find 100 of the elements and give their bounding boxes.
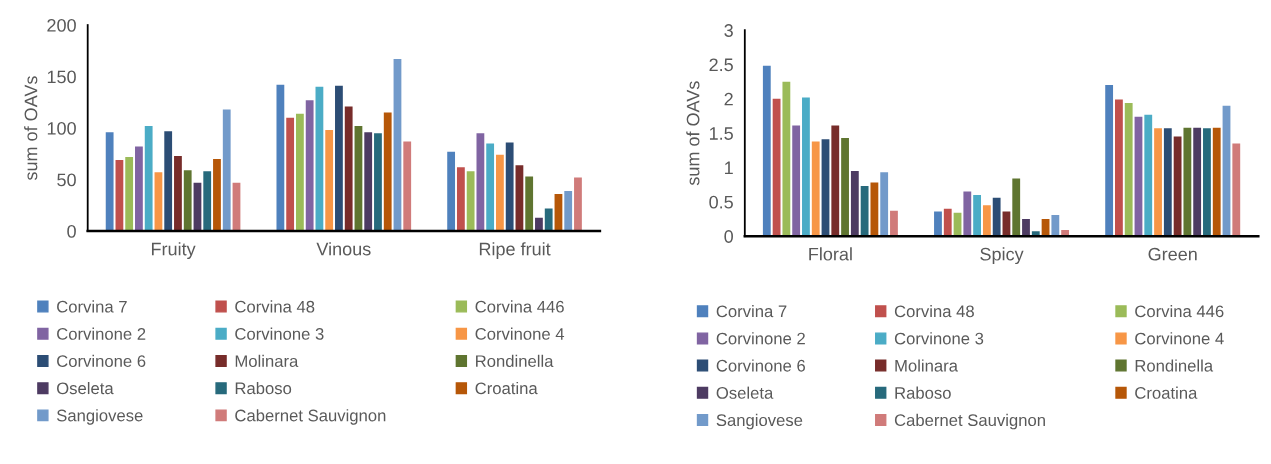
bar — [105, 132, 114, 232]
bar — [1193, 127, 1202, 237]
bar — [164, 131, 173, 232]
legend-label: Corvinone 3 — [235, 327, 324, 340]
bar — [286, 117, 295, 232]
x-tick-label: Spicy — [980, 247, 1024, 265]
bar — [213, 158, 221, 232]
bar — [880, 172, 889, 237]
bar — [934, 211, 942, 237]
bar — [574, 177, 582, 232]
bar — [403, 141, 412, 232]
x-tick-label: Green — [1148, 247, 1197, 261]
bar — [466, 171, 475, 232]
bar — [144, 126, 153, 232]
bar — [1183, 127, 1192, 237]
y-tick-label: 200 — [47, 18, 76, 32]
bar — [870, 182, 879, 237]
bar — [1154, 128, 1162, 237]
bar — [1212, 127, 1221, 237]
bar — [325, 130, 334, 232]
legend-label: Corvina 48 — [235, 300, 315, 313]
y-tick-label: 2 — [724, 92, 733, 106]
bar — [792, 125, 801, 237]
bar — [762, 65, 771, 237]
bar — [992, 197, 1001, 237]
bar — [1022, 219, 1030, 237]
bar — [890, 210, 898, 237]
bar — [374, 133, 382, 232]
bar — [447, 151, 456, 232]
bar — [296, 113, 304, 232]
x-tick-label: Fruity — [151, 242, 196, 260]
bar — [943, 208, 952, 237]
bar — [1163, 128, 1172, 237]
bar — [335, 85, 343, 232]
bar — [525, 176, 534, 232]
y-tick-label: 0 — [724, 230, 733, 243]
legend-label: Molinara — [895, 359, 958, 372]
bar — [564, 190, 573, 232]
y-tick-label: 150 — [47, 70, 76, 84]
bar — [772, 98, 781, 237]
legend-label: Corvina 446 — [475, 300, 564, 313]
x-tick-label: Vinous — [316, 242, 371, 256]
bar — [850, 170, 859, 237]
legend-label: Corvinone 2 — [57, 327, 146, 340]
bar — [125, 156, 134, 232]
legend-label: Oseleta — [57, 381, 114, 395]
bar — [860, 186, 869, 237]
bar — [383, 112, 392, 232]
bar — [364, 132, 373, 232]
legend-label: Corvina 7 — [57, 300, 127, 313]
legend-label: Molinara — [235, 354, 299, 368]
y-axis-title: sum of OAVs — [686, 81, 700, 186]
legend-label: Oseleta — [716, 386, 774, 399]
bar — [505, 142, 514, 232]
legend-label: Croatina — [1135, 386, 1198, 399]
legend-label: Rondinella — [1135, 359, 1214, 372]
bar — [544, 208, 553, 232]
legend-label: Corvina 7 — [716, 305, 787, 318]
legend-label: Corvinone 6 — [57, 354, 146, 368]
legend-label: Corvinone 6 — [716, 359, 805, 372]
bar — [222, 109, 231, 232]
bar — [203, 171, 212, 232]
bar — [276, 84, 285, 232]
y-tick-label: 3 — [724, 24, 733, 37]
bar — [344, 106, 353, 232]
legend-label: Corvinone 2 — [716, 332, 805, 345]
bar — [486, 143, 495, 232]
legend-label: Corvina 48 — [894, 305, 974, 318]
legend-label: Raboso — [235, 381, 292, 395]
y-tick-label: 1 — [725, 161, 733, 175]
legend-label: Cabernet Sauvignon — [235, 409, 386, 425]
x-tick-label: Floral — [809, 247, 852, 261]
y-tick-label: 0 — [67, 225, 76, 238]
legend-label: Rondinella — [476, 354, 554, 368]
legend-label: Croatina — [475, 381, 538, 395]
bar — [1051, 214, 1060, 237]
bar — [831, 125, 840, 237]
legend-label: Sangiovese — [716, 413, 803, 430]
bar — [1144, 114, 1153, 237]
legend-label: Corvinone 4 — [1135, 332, 1224, 345]
bar — [782, 81, 791, 237]
bar — [811, 141, 820, 237]
bar — [535, 217, 543, 232]
bar — [1115, 99, 1123, 237]
legend-label: Raboso — [895, 386, 951, 399]
y-tick-label: 100 — [47, 122, 76, 135]
legend-label: Cabernet Sauvignon — [894, 413, 1045, 430]
bar — [1203, 128, 1211, 237]
bar — [1232, 143, 1241, 237]
bar — [1173, 136, 1182, 237]
y-tick-label: 1.5 — [709, 127, 733, 140]
bar — [174, 155, 182, 232]
y-tick-label: 2.5 — [709, 58, 733, 72]
bar — [496, 154, 504, 232]
bar — [963, 191, 972, 237]
bar — [135, 146, 143, 232]
y-tick-label: 50 — [57, 173, 76, 187]
bar — [305, 100, 314, 232]
bar — [973, 194, 982, 237]
bar — [476, 133, 485, 232]
